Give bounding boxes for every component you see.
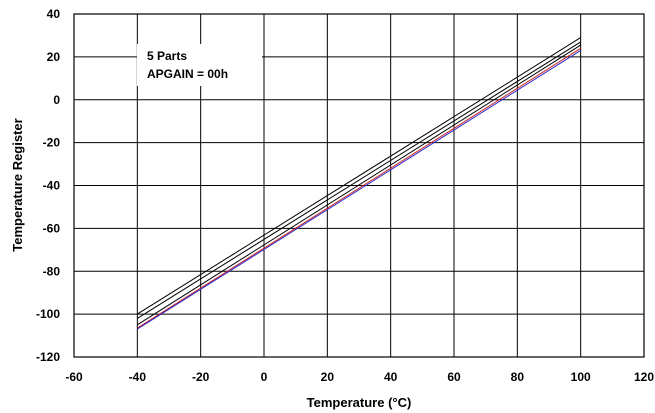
x-tick-label: -40 bbox=[129, 370, 147, 384]
x-axis-label: Temperature (°C) bbox=[307, 395, 412, 410]
y-tick-label: -120 bbox=[36, 350, 60, 364]
y-tick-label: -100 bbox=[36, 307, 60, 321]
x-tick-label: -60 bbox=[65, 370, 83, 384]
annotation-box bbox=[137, 44, 262, 86]
y-tick-label: -20 bbox=[43, 136, 61, 150]
y-tick-labels: 40 20 0 -20 -40 -60 -80 -100 -120 bbox=[36, 7, 60, 364]
series-layer bbox=[137, 37, 581, 330]
x-tick-label: 0 bbox=[261, 370, 268, 384]
x-tick-label: -20 bbox=[192, 370, 210, 384]
series-line-1 bbox=[137, 37, 581, 315]
series-line-5 bbox=[137, 49, 581, 330]
annotation-line-2: APGAIN = 00h bbox=[147, 67, 228, 81]
y-tick-label: -80 bbox=[43, 264, 61, 278]
series-line-3 bbox=[137, 44, 581, 326]
x-tick-label: 20 bbox=[321, 370, 335, 384]
x-tick-label: 120 bbox=[634, 370, 654, 384]
annotation-line-1: 5 Parts bbox=[147, 49, 187, 63]
y-axis-label: Temperature Register bbox=[10, 118, 25, 251]
y-tick-label: 40 bbox=[47, 7, 61, 21]
y-tick-label: -40 bbox=[43, 179, 61, 193]
series-line-2 bbox=[137, 41, 581, 319]
x-tick-label: 80 bbox=[511, 370, 525, 384]
x-tick-label: 60 bbox=[447, 370, 461, 384]
y-tick-label: 0 bbox=[53, 93, 60, 107]
x-tick-label: 40 bbox=[384, 370, 398, 384]
x-tick-labels: -60 -40 -20 0 20 40 60 80 100 120 bbox=[65, 370, 654, 384]
grid-lines bbox=[73, 13, 645, 358]
y-tick-label: -60 bbox=[43, 221, 61, 235]
series-line-4 bbox=[137, 47, 581, 329]
y-tick-label: 20 bbox=[47, 50, 61, 64]
x-tick-label: 100 bbox=[571, 370, 591, 384]
